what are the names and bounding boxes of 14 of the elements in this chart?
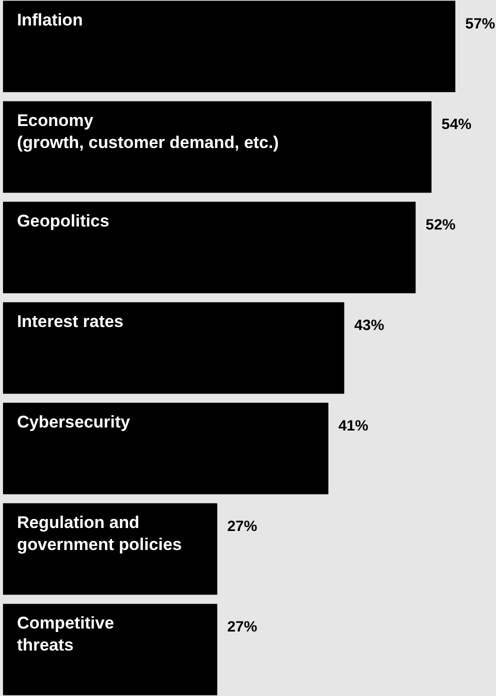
data-label: 52% [426, 216, 456, 234]
y-tick-label: Interest rates [16, 312, 124, 332]
data-label: 57% [465, 15, 496, 32]
y-tick-label: Regulation and government policies [16, 513, 182, 554]
y-tick-label: Cybersecurity [16, 412, 131, 432]
data-label: 27% [227, 518, 258, 536]
y-tick-label: Geopolitics [16, 212, 110, 231]
data-label: 27% [227, 618, 258, 636]
data-label: 43% [354, 317, 384, 334]
data-label: 41% [338, 418, 368, 435]
data-label: 54% [441, 116, 472, 133]
y-tick-label: Competitive threats [16, 614, 114, 655]
y-tick-label: Economy (growth, customer demand, etc.) [16, 111, 279, 152]
y-tick-label: Inflation [16, 10, 83, 30]
